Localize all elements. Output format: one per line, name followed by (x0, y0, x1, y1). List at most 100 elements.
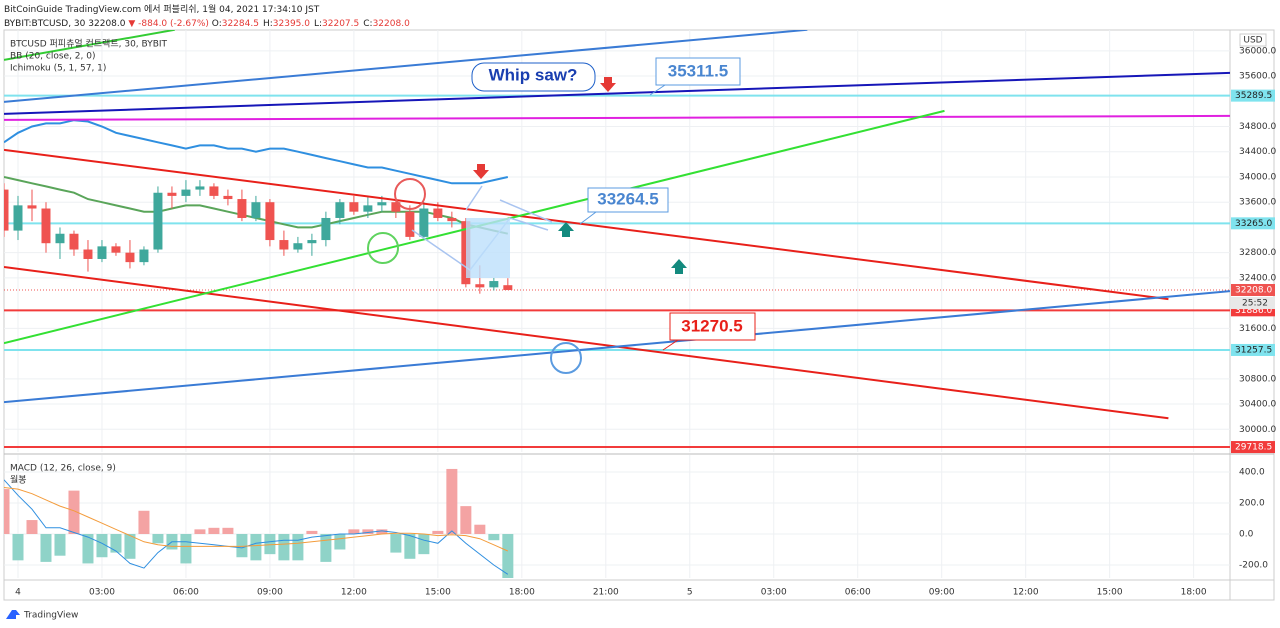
ohlc: O:32284.5 H:32395.0 L:32207.5 C:32208.0 (212, 19, 414, 29)
y-tick-label: 34000.0 (1239, 172, 1276, 182)
x-tick-label: 06:00 (173, 588, 199, 598)
candle-body (139, 249, 149, 263)
callout (587, 187, 669, 213)
ohlc-value: 32284.5 (221, 19, 259, 29)
candle-body (447, 217, 457, 222)
candle-body (97, 246, 107, 259)
annotation: 33264.5 (597, 189, 658, 208)
trendline (4, 71, 1230, 115)
candle-body (503, 285, 513, 291)
price-tag (1231, 284, 1275, 297)
price-tag-label: 33265.0 (1235, 219, 1272, 229)
candle-body (209, 186, 219, 196)
histogram-bar (12, 534, 24, 561)
histogram-bar (306, 530, 318, 535)
price-tag (1231, 89, 1275, 102)
pointer (649, 84, 666, 96)
histogram-bar (264, 534, 276, 555)
countdown: 25:52 (1242, 299, 1268, 309)
candle-body (111, 246, 121, 253)
x-tick-label: 15:00 (425, 588, 451, 598)
histogram-bar (432, 530, 444, 535)
trendline (4, 30, 808, 103)
histogram-bar (488, 534, 500, 541)
callout (655, 57, 741, 86)
histogram-bar (54, 534, 66, 556)
y-tick-label: 34800.0 (1239, 122, 1276, 132)
histogram-bar (138, 510, 150, 535)
ohlc-value: 32395.0 (272, 19, 310, 29)
histogram-bar (4, 489, 10, 535)
histogram-bar (96, 534, 108, 558)
x-tick-label: 03:00 (89, 588, 115, 598)
published: BitCoinGuide TradingView.com 에서 퍼블리쉬, 1월… (4, 5, 320, 15)
x-tick-label: 15:00 (1097, 588, 1123, 598)
histogram-bar (474, 524, 486, 535)
price-tag-label: 31886.0 (1235, 306, 1272, 316)
histogram-bar (278, 534, 290, 561)
price-tag (1231, 217, 1275, 230)
histogram-bar (502, 534, 514, 578)
logo (6, 610, 20, 619)
quote-line: BYBIT:BTCUSD, 30 32208.0 ▼ -884.0 (-2.67… (4, 17, 414, 31)
candle-body (363, 205, 373, 212)
candle-body (461, 221, 471, 285)
x-tick-label: 09:00 (929, 588, 955, 598)
candle-body (307, 240, 317, 244)
y-tick-label: 31600.0 (1239, 324, 1276, 334)
histogram-bar (110, 534, 122, 553)
callout (471, 62, 596, 92)
histogram-bar (26, 520, 38, 535)
histogram-bar (460, 506, 472, 535)
ohlc-key: C: (363, 19, 373, 29)
price-tag-label: 35289.5 (1235, 91, 1272, 101)
histogram-bar (404, 534, 416, 559)
arrow-down (600, 77, 616, 92)
candle-body (55, 233, 65, 244)
y-tick-label: 32400.0 (1239, 273, 1276, 283)
histogram-bar (124, 534, 136, 559)
price-tag (1231, 441, 1275, 454)
histogram-bar (222, 527, 234, 535)
y-tick-label: 0.0 (1239, 530, 1254, 540)
symbol: BYBIT:BTCUSD, 30 (4, 19, 86, 29)
candle-body (279, 240, 289, 250)
x-tick-label: 5 (687, 588, 693, 598)
candle-body (69, 233, 79, 250)
y-tick-label: 30800.0 (1239, 374, 1276, 384)
y-tick-label: 34400.0 (1239, 147, 1276, 157)
candle-body (251, 202, 261, 218)
histogram-bar (208, 527, 220, 535)
y-tick-label: 32800.0 (1239, 248, 1276, 258)
y-tick-label: 30000.0 (1239, 425, 1276, 435)
y-tick-label: -200.0 (1239, 560, 1268, 570)
histogram-bar (418, 534, 430, 555)
callout (669, 312, 756, 341)
histogram-bar (68, 490, 80, 535)
shape (466, 218, 510, 278)
histogram-bar (82, 534, 94, 564)
x-tick-label: 03:00 (761, 588, 787, 598)
histogram-bar (194, 529, 206, 535)
price-tag-label: 29718.5 (1235, 443, 1272, 453)
legend-entry: Ichimoku (5, 1, 57, 1) (10, 64, 106, 74)
x-tick-label: 12:00 (1013, 588, 1039, 598)
candle-body (391, 202, 401, 212)
currency-box (1239, 33, 1267, 47)
histogram-bar (40, 534, 52, 562)
arrow-up (671, 259, 687, 274)
y-tick-label: 400.0 (1239, 468, 1265, 478)
price-tag-label: 31257.5 (1235, 345, 1272, 355)
arrow-up (558, 222, 574, 237)
candle-body (475, 284, 485, 288)
x-tick-label: 21:00 (593, 588, 619, 598)
macd-line (4, 479, 509, 575)
candle-body (167, 192, 177, 196)
trendline (4, 30, 175, 61)
arrow-down (473, 164, 489, 179)
legend-entry: 월봉 (10, 474, 27, 486)
annotation: Whip saw? (489, 65, 578, 84)
ohlc-key: O: (211, 19, 222, 29)
